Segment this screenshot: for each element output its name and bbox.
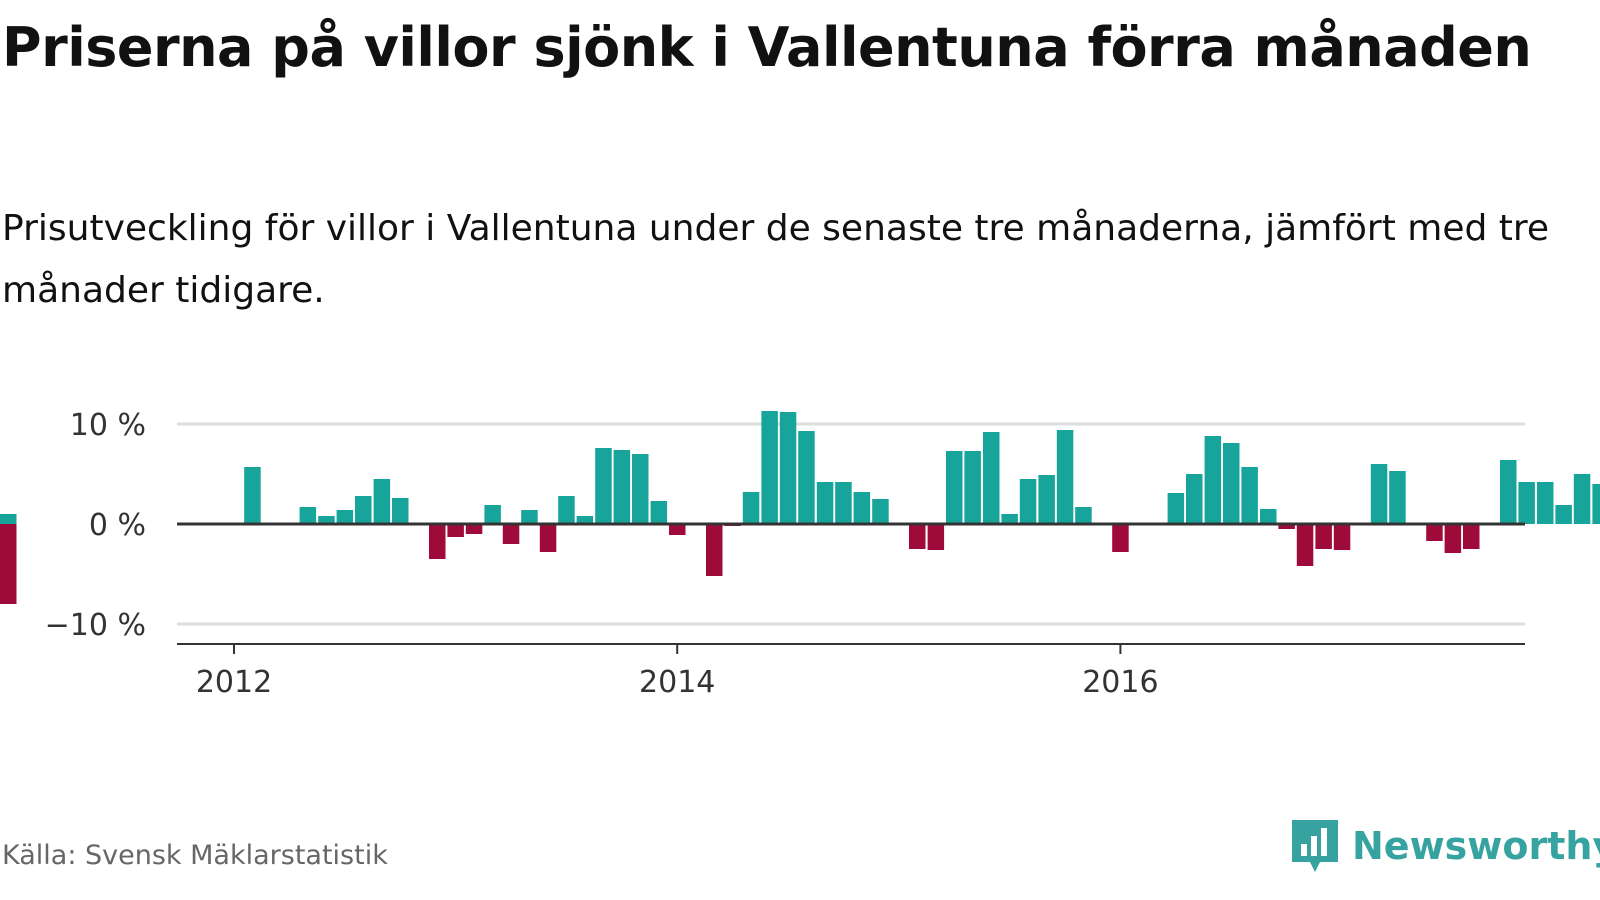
bar-positive — [576, 516, 594, 524]
bar-negative — [447, 524, 464, 537]
bar-negative — [909, 524, 926, 549]
y-tick-label: 10 % — [70, 408, 146, 443]
bar-negative — [669, 524, 686, 535]
bar-positive — [1167, 493, 1185, 524]
bar-positive — [1500, 460, 1517, 524]
bar-negative — [706, 524, 723, 576]
bar-positive — [1241, 467, 1258, 524]
bar-negative — [502, 524, 520, 544]
bar-negative — [0, 524, 17, 534]
bar-positive — [299, 507, 317, 524]
bar-positive — [1592, 484, 1600, 524]
bar-positive — [1389, 471, 1406, 524]
x-tick-label: 2012 — [196, 665, 272, 700]
bar-positive — [355, 496, 372, 524]
axes — [177, 522, 1525, 654]
chart-subtitle: Prisutveckling för villor i Vallentuna u… — [2, 208, 1550, 311]
bar-positive — [1019, 479, 1037, 524]
y-tick-label: −10 % — [45, 608, 146, 643]
bar-chart: 10 %0 %−10 %201220142016201920212023−1 % — [0, 408, 1600, 700]
bar-positive — [835, 482, 852, 524]
bar-positive — [1518, 482, 1535, 524]
bar-negative — [1112, 524, 1129, 552]
bar-positive — [632, 454, 649, 524]
chart-title: Priserna på villor sjönk i Vallentuna fö… — [2, 16, 1532, 79]
bar-negative — [1296, 524, 1314, 566]
bar-positive — [613, 450, 631, 524]
bar-negative — [1444, 524, 1462, 553]
bar-positive — [798, 431, 815, 524]
bar-positive — [484, 505, 501, 524]
brand-name: Newsworthy — [1352, 824, 1600, 868]
bar-positive — [336, 510, 354, 524]
bar-positive — [1260, 509, 1277, 524]
bar-positive — [392, 498, 409, 524]
bar-positive — [318, 516, 335, 524]
bar-positive — [742, 492, 760, 524]
bar-negative — [927, 524, 945, 550]
x-tick-label: 2016 — [1082, 665, 1158, 700]
bar-negative — [465, 524, 483, 534]
bar-negative — [1333, 524, 1351, 550]
bar-positive — [1537, 482, 1554, 524]
bars — [0, 411, 1600, 604]
bar-negative — [429, 524, 446, 559]
bar-positive — [816, 482, 834, 524]
bar-positive — [1056, 430, 1074, 524]
bar-positive — [1186, 474, 1203, 524]
bar-negative — [539, 524, 557, 552]
bar-positive — [1075, 507, 1092, 524]
bar-positive — [595, 448, 612, 524]
bar-positive — [558, 496, 575, 524]
bar-negative — [0, 524, 17, 604]
labels: 10 %0 %−10 %201220142016201920212023−1 % — [45, 408, 1159, 700]
grid-lines — [177, 422, 1525, 626]
bar-negative — [1278, 524, 1295, 529]
bar-positive — [946, 451, 963, 524]
bar-positive — [0, 514, 17, 524]
bar-positive — [1038, 475, 1055, 524]
bar-positive — [964, 451, 981, 524]
newsworthy-logo-icon — [1292, 820, 1338, 872]
bar-positive — [872, 499, 889, 524]
bar-positive — [1223, 443, 1240, 524]
y-tick-label: 0 % — [89, 508, 146, 543]
bar-positive — [521, 510, 538, 524]
bar-negative — [1463, 524, 1480, 549]
bar-positive — [761, 411, 778, 524]
source-note: Källa: Svensk Mäklarstatistik — [2, 840, 388, 871]
bar-positive — [779, 412, 797, 524]
bar-positive — [373, 479, 391, 524]
bar-negative — [1426, 524, 1443, 541]
bar-positive — [983, 432, 1000, 524]
bar-positive — [244, 467, 261, 524]
bar-positive — [853, 492, 871, 524]
bar-positive — [1555, 505, 1572, 524]
newsworthy-logo: Newsworthy — [1290, 818, 1600, 874]
x-tick-label: 2014 — [639, 665, 715, 700]
bar-positive — [1370, 464, 1388, 524]
bar-positive — [1001, 514, 1018, 524]
bar-positive — [1204, 436, 1222, 524]
bar-positive — [1573, 474, 1591, 524]
bar-positive — [650, 501, 668, 524]
bar-negative — [1315, 524, 1332, 549]
